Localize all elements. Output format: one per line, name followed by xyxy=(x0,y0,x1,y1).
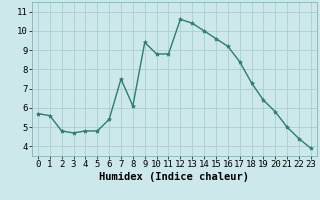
X-axis label: Humidex (Indice chaleur): Humidex (Indice chaleur) xyxy=(100,172,249,182)
